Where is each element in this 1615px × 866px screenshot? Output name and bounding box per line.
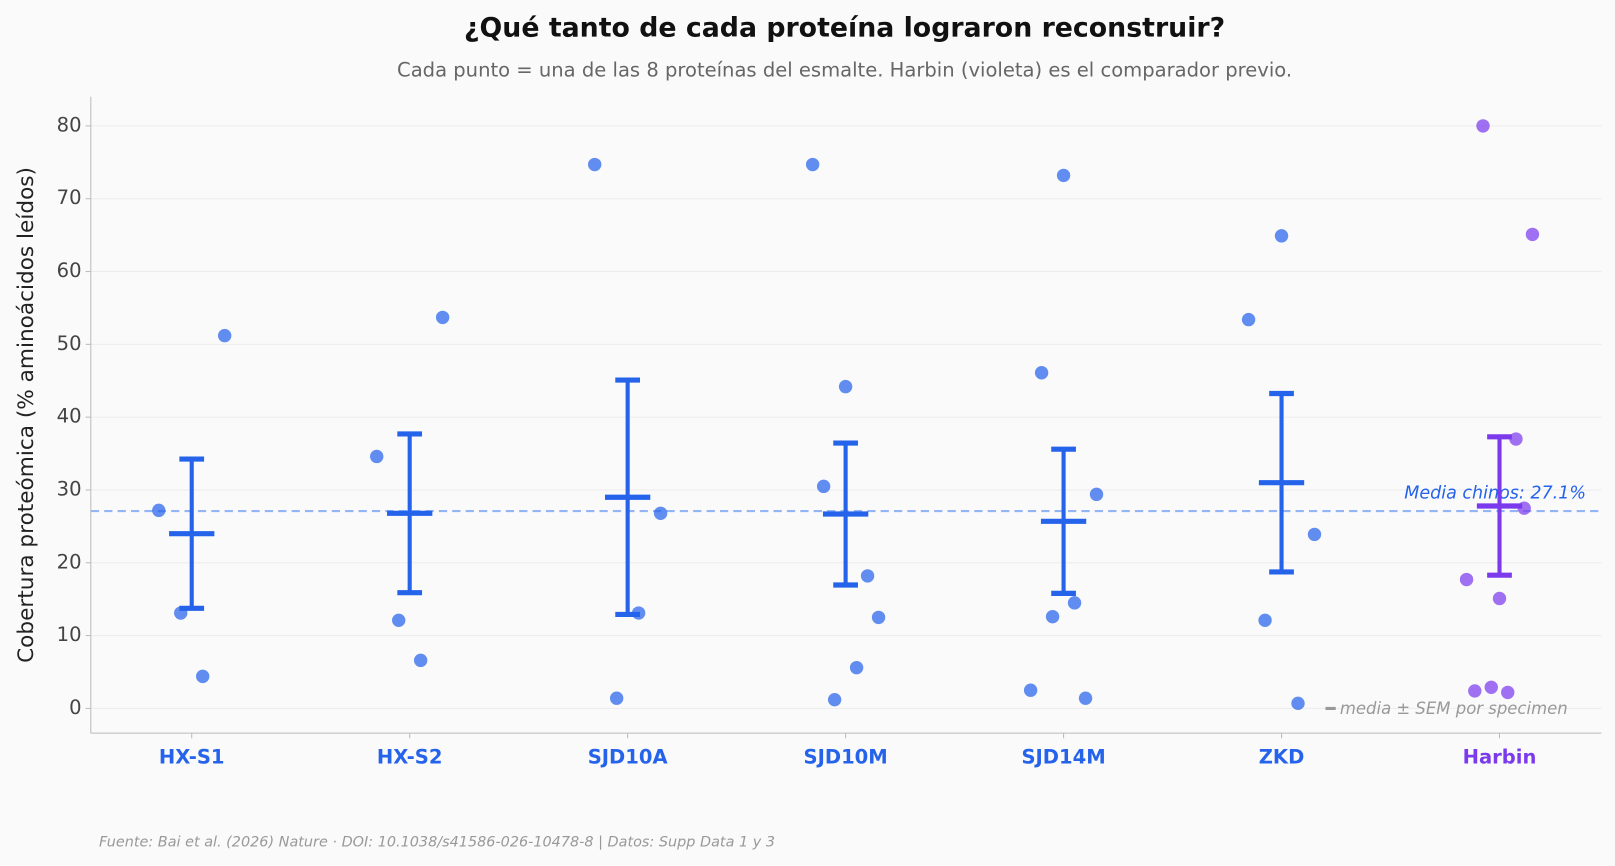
x-tick-label: HX-S1	[159, 745, 225, 768]
data-point	[435, 310, 450, 325]
data-point	[217, 328, 232, 343]
data-point	[838, 379, 853, 394]
x-tick-label: SJD10A	[588, 745, 669, 768]
data-point	[588, 157, 602, 172]
legend-note: media ± SEM por specimen	[1340, 699, 1568, 718]
y-tick-label: 60	[57, 259, 82, 282]
data-point	[1274, 229, 1289, 243]
y-tick-label: 0	[69, 696, 81, 719]
x-tick-label: SJD10M	[803, 745, 887, 768]
data-point	[370, 449, 384, 464]
chart-title: ¿Qué tanto de cada proteína lograron rec…	[464, 12, 1225, 43]
data-point	[392, 613, 406, 628]
data-point	[609, 691, 624, 705]
data-point	[1459, 572, 1474, 587]
data-point	[1476, 119, 1490, 133]
data-point	[849, 660, 864, 675]
data-point	[1307, 527, 1322, 542]
data-point	[152, 503, 166, 518]
y-tick-label: 40	[57, 405, 82, 428]
data-point	[1089, 487, 1104, 502]
reference-label: Media chinos: 27.1%	[1404, 484, 1586, 504]
data-point	[1468, 684, 1482, 698]
data-point	[1258, 613, 1272, 628]
data-point	[827, 692, 842, 707]
y-tick-label: 30	[57, 477, 82, 500]
x-tick-label: ZKD	[1259, 745, 1305, 768]
data-point	[1484, 680, 1498, 694]
y-axis-label: Cobertura proteómica (% aminoácidos leíd…	[14, 167, 39, 663]
y-tick-label: 50	[57, 332, 82, 355]
y-tick-label: 20	[57, 550, 82, 573]
data-point	[1067, 596, 1082, 610]
data-point	[1023, 683, 1038, 697]
data-point	[1241, 312, 1256, 327]
data-point	[1078, 691, 1093, 705]
data-point	[860, 569, 875, 583]
data-point	[805, 157, 820, 172]
data-point	[816, 479, 831, 494]
data-point	[871, 610, 886, 625]
data-point	[1525, 227, 1540, 242]
data-point	[413, 653, 428, 668]
source-note: Fuente: Bai et al. (2026) Nature · DOI: …	[99, 834, 775, 850]
x-tick-label: Harbin	[1463, 745, 1537, 768]
x-tick-label: SJD14M	[1021, 745, 1105, 768]
data-point	[1045, 609, 1060, 624]
y-tick-label: 10	[57, 623, 82, 646]
chart-subtitle: Cada punto = una de las 8 proteínas del …	[397, 59, 1292, 82]
x-tick-label: HX-S2	[377, 745, 443, 768]
y-tick-label: 80	[57, 113, 82, 136]
data-point	[1492, 591, 1507, 606]
data-point	[1509, 432, 1523, 446]
data-point	[1291, 696, 1305, 711]
data-point	[1501, 685, 1515, 700]
y-tick-label: 70	[57, 186, 82, 209]
data-point	[1034, 366, 1049, 380]
data-point	[653, 506, 668, 520]
data-point	[196, 669, 210, 684]
data-point	[1056, 168, 1071, 183]
